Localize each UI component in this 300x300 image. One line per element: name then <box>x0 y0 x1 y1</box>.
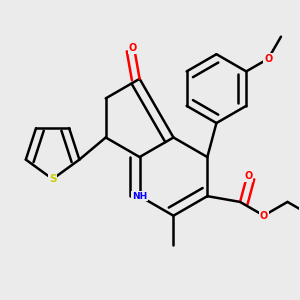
Text: O: O <box>260 211 268 220</box>
Text: NH: NH <box>132 192 147 201</box>
Text: S: S <box>49 174 56 184</box>
Text: O: O <box>264 54 272 64</box>
Text: O: O <box>244 171 252 181</box>
Text: O: O <box>129 44 137 53</box>
